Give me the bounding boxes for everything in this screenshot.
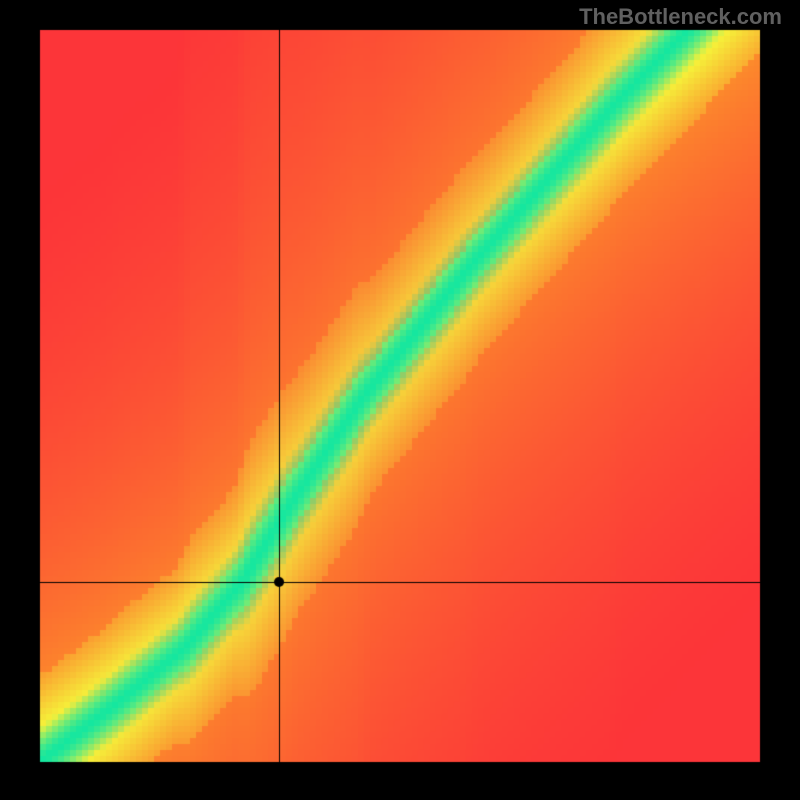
- bottleneck-heatmap: [0, 0, 800, 800]
- watermark-text: TheBottleneck.com: [579, 4, 782, 30]
